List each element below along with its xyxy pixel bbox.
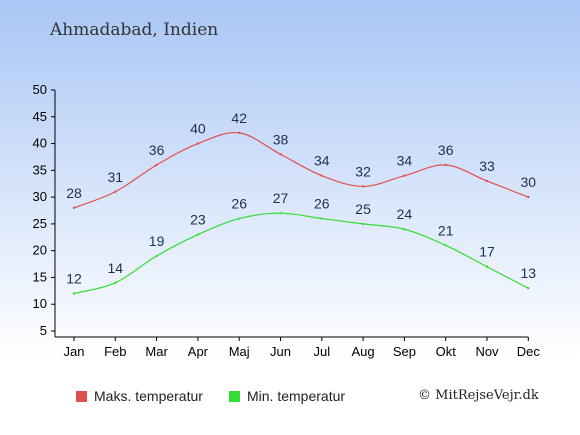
legend-label-max: Maks. temperatur	[94, 388, 203, 404]
data-label: 26	[231, 196, 247, 212]
x-tick-label: Jun	[270, 344, 291, 359]
x-tick-label: Feb	[104, 344, 126, 359]
data-label: 17	[479, 244, 495, 260]
data-label: 30	[521, 174, 537, 190]
data-point	[361, 222, 365, 226]
data-point	[444, 244, 447, 247]
data-label: 32	[355, 163, 371, 179]
chart-title: Ahmadabad, Indien	[50, 20, 219, 40]
series-line-1	[73, 212, 529, 295]
y-tick-label: 35	[33, 162, 47, 177]
data-label: 24	[397, 206, 413, 222]
y-tick-label: 50	[33, 82, 47, 97]
data-point	[155, 254, 158, 258]
data-point	[527, 195, 530, 199]
x-tick-label: Aug	[352, 344, 375, 359]
legend-item-max: Maks. temperatur	[76, 388, 203, 404]
data-label: 28	[66, 185, 82, 201]
data-label: 36	[438, 142, 454, 158]
data-point	[279, 153, 282, 156]
data-point	[527, 286, 530, 290]
x-tick-label: Mar	[145, 344, 168, 359]
data-label: 34	[397, 153, 413, 169]
data-point	[114, 190, 117, 193]
data-label: 21	[438, 222, 454, 238]
data-label: 12	[66, 271, 82, 287]
data-point	[485, 179, 489, 183]
data-point	[114, 281, 117, 284]
data-point	[72, 206, 76, 210]
y-tick-label: 15	[33, 269, 47, 284]
y-tick-label: 40	[33, 136, 47, 151]
legend-item-min: Min. temperatur	[229, 388, 345, 404]
x-tick-label: Nov	[475, 344, 499, 359]
legend-swatch-min	[229, 390, 240, 402]
data-label: 23	[190, 212, 206, 228]
legend-label-min: Min. temperatur	[247, 388, 346, 404]
data-point	[361, 185, 365, 188]
data-point	[72, 292, 76, 295]
data-label: 26	[314, 196, 330, 212]
data-point	[403, 228, 406, 231]
data-label: 38	[273, 131, 289, 147]
y-tick-label: 30	[33, 189, 47, 204]
data-label: 40	[190, 121, 206, 137]
data-label: 34	[314, 153, 330, 169]
y-tick-label: 25	[33, 216, 47, 231]
plot-area: 28 31 36 40 42 38 34 32 34 36 33 30 12 14 19 23 26 27 26 25…	[66, 110, 536, 295]
data-point	[279, 211, 282, 215]
copyright-text: © MitRejseVejr.dk	[418, 388, 539, 403]
data-point	[485, 265, 489, 268]
data-label: 36	[149, 142, 165, 158]
data-point	[196, 233, 200, 236]
data-label: 25	[355, 201, 371, 217]
data-point	[196, 142, 200, 145]
x-tick-label: Jan	[64, 344, 85, 359]
x-tick-label: Okt	[436, 344, 457, 359]
data-point	[320, 217, 323, 220]
x-tick-label: Jul	[313, 344, 330, 359]
x-tick-label: Maj	[229, 344, 250, 359]
y-tick-label: 45	[33, 109, 47, 124]
y-tick-label: 20	[33, 243, 47, 258]
data-label: 13	[521, 265, 537, 281]
data-label: 42	[231, 110, 247, 126]
data-label: 27	[273, 190, 289, 206]
x-tick-label: Sep	[393, 344, 416, 359]
data-point	[155, 163, 158, 167]
data-label: 19	[149, 233, 165, 249]
data-label: 14	[108, 260, 124, 276]
data-point	[403, 174, 406, 177]
data-point	[238, 217, 241, 220]
x-tick-label: Apr	[188, 344, 209, 359]
data-point	[444, 163, 447, 167]
data-point	[238, 131, 241, 135]
x-tick-label: Dec	[517, 344, 541, 359]
y-tick-label: 5	[40, 323, 47, 338]
axes: 5 10 15 20 25 30 35 40 45 50 Jan Feb Mar Apr Maj Jun Jul…	[33, 82, 541, 359]
series-line-0	[73, 131, 529, 209]
legend-swatch-max	[76, 390, 87, 402]
data-label: 31	[108, 169, 124, 185]
y-tick-label: 10	[33, 296, 47, 311]
data-label: 33	[479, 158, 495, 174]
data-point	[320, 174, 323, 177]
